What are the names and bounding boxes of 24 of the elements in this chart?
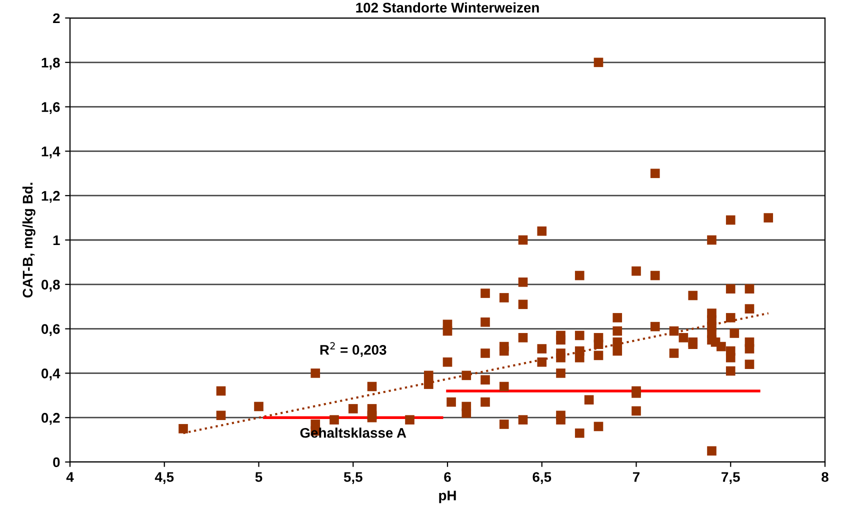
y-tick-label: 1,4 xyxy=(42,146,60,158)
y-tick-label: 1,2 xyxy=(42,190,60,203)
x-tick-label: 8 xyxy=(822,472,828,482)
x-tick-label: 5,5 xyxy=(344,472,362,484)
x-tick-label: 7,5 xyxy=(722,472,740,484)
x-tick-label: 4,5 xyxy=(154,472,174,484)
y-tick-label: 2 xyxy=(53,13,60,24)
x-tick-label: 5 xyxy=(255,472,262,482)
y-tick-label: 1,8 xyxy=(42,58,60,70)
y-tick-label: 0,2 xyxy=(42,412,60,425)
x-tick-label: 7 xyxy=(632,472,640,482)
x-tick-label: 4 xyxy=(66,472,74,482)
y-tick-label: 0,4 xyxy=(42,368,60,380)
annotation: R$^{2}$ = 0,203 xyxy=(320,342,386,357)
y-axis-title: CAT-B, mg/kg Bd. xyxy=(22,182,36,298)
x-tick-label: 6,5 xyxy=(532,472,552,484)
y-tick-label: 0,6 xyxy=(42,324,60,336)
y-tick-label: 0 xyxy=(53,457,60,468)
x-axis-title: pH xyxy=(439,490,456,504)
x-tick-label: 6 xyxy=(444,472,451,482)
y-tick-label: 1,6 xyxy=(42,102,60,114)
chart-title: 102 Standorte Winterweizen xyxy=(356,2,539,13)
y-tick-label: 1 xyxy=(53,235,60,246)
y-tick-label: 0,8 xyxy=(42,280,60,292)
